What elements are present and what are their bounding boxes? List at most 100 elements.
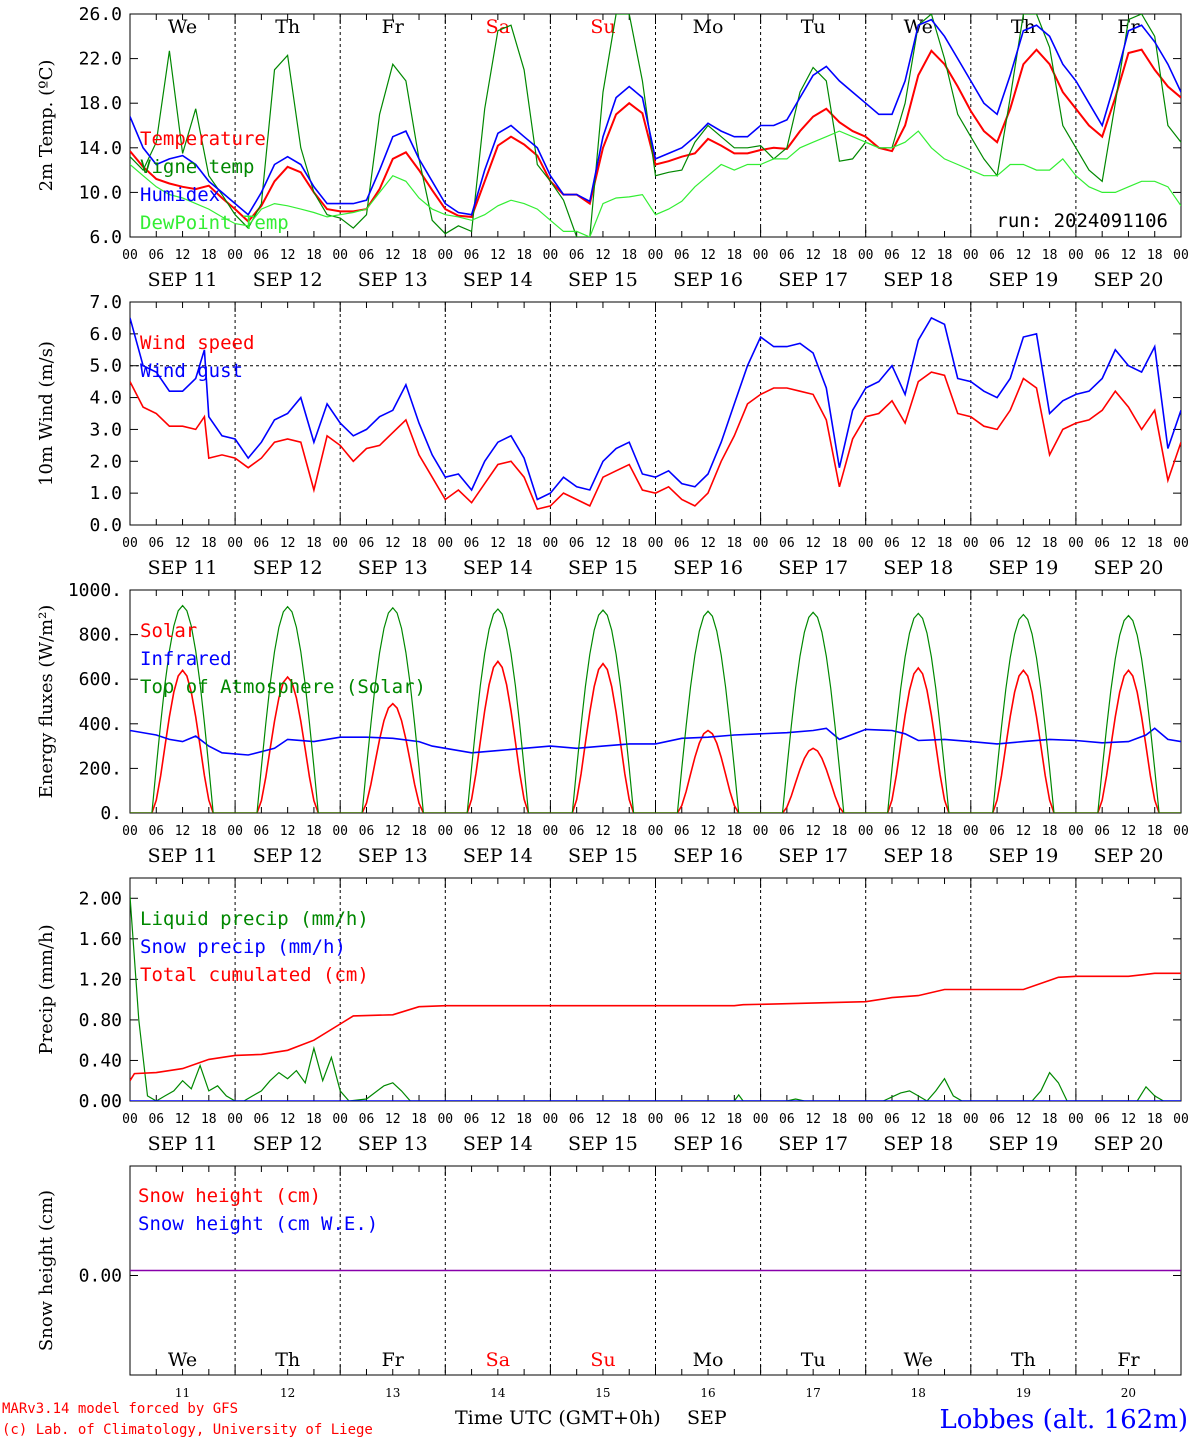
series-line-solar <box>130 660 1181 813</box>
date-label: SEP 20 <box>1094 845 1164 867</box>
series-layer <box>130 604 1181 813</box>
date-label: SEP 11 <box>148 845 218 867</box>
y-tick-label: 1000. <box>68 580 122 601</box>
hour-tick-label: 18 <box>1042 248 1058 263</box>
hour-tick-label: 12 <box>385 536 401 551</box>
hour-tick-label: 06 <box>254 824 270 839</box>
hour-tick-label: 12 <box>700 1112 716 1127</box>
hour-tick-label: 00 <box>963 248 979 263</box>
date-label: SEP 19 <box>988 845 1058 867</box>
hour-tick-label: 06 <box>1094 536 1110 551</box>
legend-entry: Wind speed <box>140 332 254 354</box>
date-label: SEP 18 <box>883 845 953 867</box>
hour-tick-label: 00 <box>437 248 453 263</box>
weekday-label: Tu <box>801 16 826 38</box>
y-tick-label: 2.0 <box>89 451 122 472</box>
y-tick-label: 400. <box>79 714 122 735</box>
weekday-label: Tu <box>801 1349 826 1371</box>
hour-tick-label: 00 <box>437 824 453 839</box>
date-label: SEP 14 <box>463 845 533 867</box>
hour-tick-label: 18 <box>201 1112 217 1127</box>
hour-tick-label: 00 <box>122 536 138 551</box>
hour-tick-label: 18 <box>306 1112 322 1127</box>
hour-tick-label: 06 <box>148 536 164 551</box>
run-label: run: 2024091106 <box>996 210 1168 232</box>
hour-tick-label: 18 <box>937 1112 953 1127</box>
model-credit: MARv3.14 model forced by GFS <box>2 1401 238 1417</box>
hour-tick-label: 12 <box>595 248 611 263</box>
hour-tick-label: 18 <box>411 248 427 263</box>
y-tick-label: 5.0 <box>89 356 122 377</box>
hour-tick-label: 18 <box>1042 1112 1058 1127</box>
hour-tick-label: 06 <box>464 1112 480 1127</box>
series-line-top-of-atmosphere-solar <box>130 604 1181 813</box>
hour-tick-label: 18 <box>201 536 217 551</box>
location-label: Lobbes (alt. 162m) <box>939 1405 1188 1435</box>
hour-tick-label: 18 <box>726 824 742 839</box>
hour-tick-label: 18 <box>411 536 427 551</box>
series-line-temperature <box>130 48 1181 223</box>
y-tick-label: 10.0 <box>79 182 122 203</box>
y-axis-label: Energy fluxes (W/m²) <box>36 605 57 799</box>
weekday-label: We <box>904 1349 933 1371</box>
series-line-dewpoint-temp <box>130 130 1181 237</box>
day-number-label: 19 <box>1016 1386 1031 1400</box>
date-label: SEP 16 <box>673 557 743 579</box>
date-label: SEP 18 <box>883 557 953 579</box>
hour-tick-label: 00 <box>963 824 979 839</box>
hour-tick-label: 18 <box>516 824 532 839</box>
date-label: SEP 14 <box>463 557 533 579</box>
hour-tick-label: 12 <box>280 1112 296 1127</box>
hour-tick-label: 00 <box>753 824 769 839</box>
series-line-vigne-temp <box>130 14 1181 237</box>
legend-entry: Snow height (cm) <box>138 1185 321 1207</box>
date-label: SEP 18 <box>883 269 953 291</box>
hour-tick-label: 00 <box>437 536 453 551</box>
hour-tick-label: 06 <box>359 536 375 551</box>
y-tick-label: 1.20 <box>79 969 122 990</box>
hour-tick-label: 06 <box>674 824 690 839</box>
time-axis-label: Time UTC (GMT+0h) <box>455 1407 661 1429</box>
y-tick-label: 14.0 <box>79 138 122 159</box>
hour-tick-label: 00 <box>648 536 664 551</box>
day-number-label: 14 <box>490 1386 506 1400</box>
hour-tick-label: 06 <box>359 1112 375 1127</box>
date-label: SEP 11 <box>148 557 218 579</box>
y-tick-label: 200. <box>79 758 122 779</box>
hour-tick-label: 00 <box>332 1112 348 1127</box>
weekday-label: Su <box>590 1349 615 1371</box>
legend-entry: Vigne temp <box>140 156 254 178</box>
date-label: SEP 15 <box>568 269 638 291</box>
hour-tick-label: 18 <box>1147 1112 1163 1127</box>
date-label: SEP 13 <box>358 1133 428 1155</box>
hour-tick-label: 00 <box>1173 536 1189 551</box>
hour-tick-label: 00 <box>437 1112 453 1127</box>
date-label: SEP 13 <box>358 269 428 291</box>
hour-tick-label: 06 <box>989 824 1005 839</box>
hour-tick-label: 18 <box>832 536 848 551</box>
hour-tick-label: 00 <box>122 824 138 839</box>
hour-tick-label: 18 <box>1147 824 1163 839</box>
hour-tick-label: 06 <box>884 536 900 551</box>
weekday-label: Fr <box>382 1349 405 1371</box>
date-label: SEP 16 <box>673 845 743 867</box>
hour-tick-label: 18 <box>621 1112 637 1127</box>
x-axis: 00 06 12 18 SEP 11 00 06 12 18 SEP 12 00 06 12 18 SEP … <box>122 590 1189 867</box>
date-label: SEP 19 <box>988 557 1058 579</box>
hour-tick-label: 18 <box>726 1112 742 1127</box>
hour-tick-label: 12 <box>385 248 401 263</box>
hour-tick-label: 06 <box>674 248 690 263</box>
hour-tick-label: 06 <box>569 824 585 839</box>
hour-tick-label: 12 <box>490 248 506 263</box>
legend-entry: Wind gust <box>140 360 243 382</box>
legend-entry: DewPoint Temp <box>140 212 289 234</box>
hour-tick-label: 00 <box>858 1112 874 1127</box>
hour-tick-label: 06 <box>148 1112 164 1127</box>
y-tick-label: 1.0 <box>89 483 122 504</box>
hour-tick-label: 00 <box>1068 248 1084 263</box>
hour-tick-label: 00 <box>858 824 874 839</box>
y-axis-label: 10m Wind (m/s) <box>36 341 57 486</box>
hour-tick-label: 18 <box>1147 536 1163 551</box>
weekday-label: Th <box>1011 16 1036 38</box>
hour-tick-label: 06 <box>359 248 375 263</box>
